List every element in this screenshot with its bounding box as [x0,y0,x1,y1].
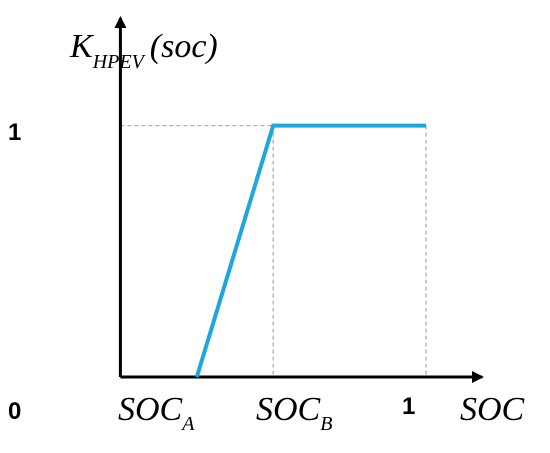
y-axis-label-main: K [69,28,95,65]
x-tick-label-soc-b-main: SOC [256,391,321,428]
y-tick-label-1: 1 [8,119,21,146]
y-tick-label-0: 0 [8,398,21,425]
x-tick-label-soc-a-main: SOC [118,391,183,428]
x-axis-label: SOC [460,391,525,428]
y-axis-label: KHPEV (soc) [69,28,218,73]
series-line [194,123,426,378]
guide-lines [120,124,427,377]
series-layer [194,123,426,378]
x-tick-label-soc-a-sub: A [180,413,195,435]
axes [114,16,484,383]
x-tick-label-soc-b: SOCB [256,391,332,435]
y-axis-label-sub: HPEV [92,51,147,73]
y-axis-label-arg: (soc) [150,28,218,65]
x-tick-label-soc-b-sub: B [320,413,332,435]
x-tick-label-soc-a: SOCA [118,391,195,435]
x-tick-label-1: 1 [402,393,415,420]
